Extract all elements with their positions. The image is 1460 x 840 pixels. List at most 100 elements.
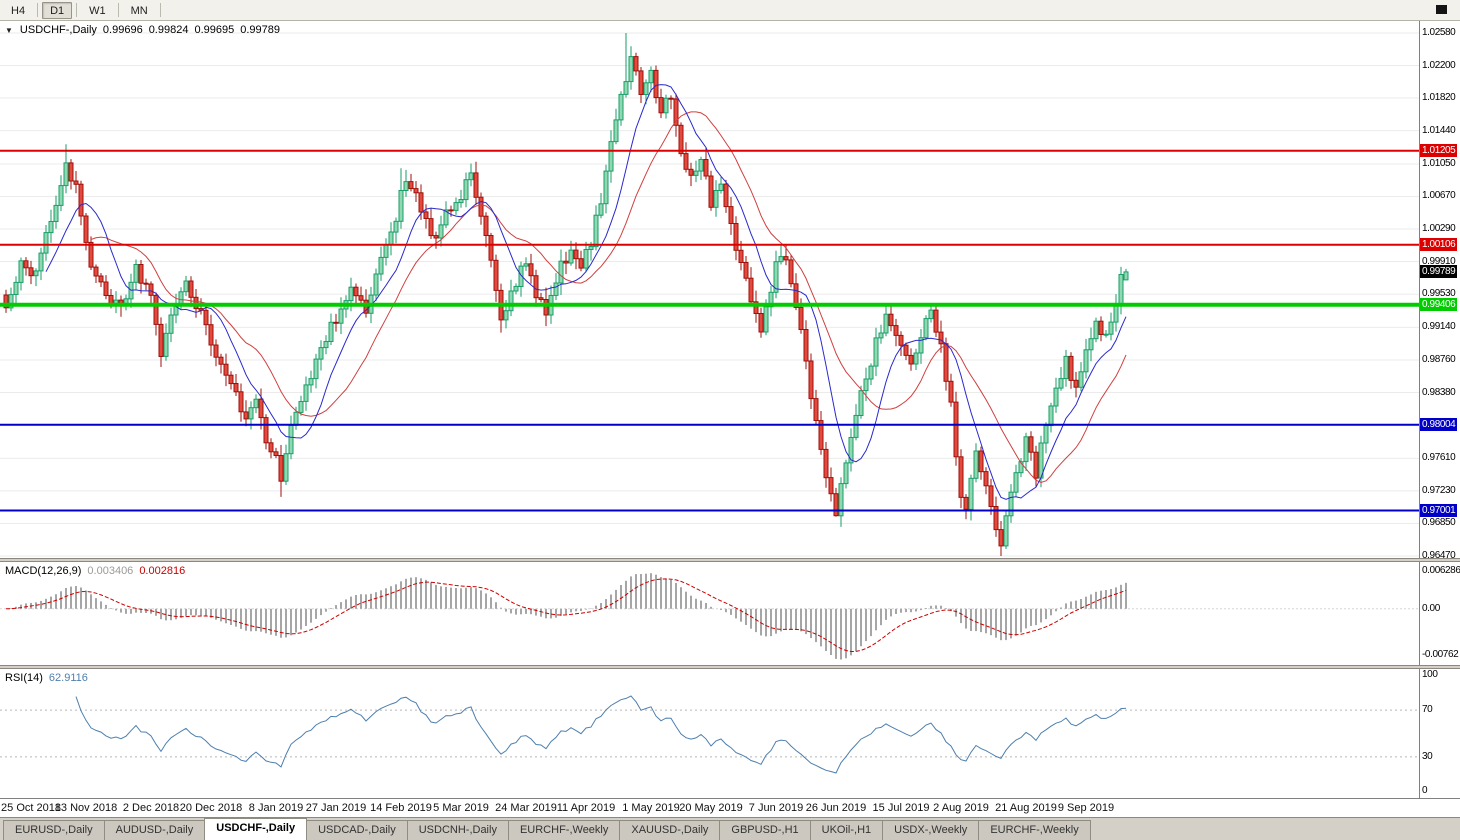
chart-tabs-bar: EURUSD-,Daily AUDUSD-,Daily USDCHF-,Daily U… xyxy=(0,817,1460,840)
toolbar-separator xyxy=(76,3,78,17)
date-label: 24 Mar 2019 xyxy=(495,802,557,814)
chart-tab-7[interactable]: GBPUSD-,H1 xyxy=(719,820,811,840)
period-toolbar: H4 D1 W1 MN xyxy=(0,0,1460,21)
level-price-tag: 0.97001 xyxy=(1420,504,1458,517)
rsi-header: RSI(14) 62.9116 xyxy=(5,672,88,684)
macd-main-value: 0.003406 xyxy=(87,565,134,577)
toolbar-separator xyxy=(117,3,119,17)
ma-fast-line xyxy=(45,84,1127,500)
macd-axis[interactable]: 0.006286 0.00 -0.00762 xyxy=(1419,562,1460,665)
current-price-tag: 0.99789 xyxy=(1420,265,1458,278)
macd-label: MACD(12,26,9) xyxy=(5,565,82,577)
timeframe-button-d1[interactable]: D1 xyxy=(42,1,73,19)
price-tick: 0.96470 xyxy=(1422,550,1456,561)
chart-tab-5[interactable]: EURCHF-,Weekly xyxy=(507,820,621,840)
price-tick: 0.97230 xyxy=(1422,485,1456,496)
ohlc-high: 0.99824 xyxy=(148,24,189,36)
price-chart-plot[interactable] xyxy=(0,21,1419,558)
ohlc-open: 0.99696 xyxy=(102,24,143,36)
rsi-value: 62.9116 xyxy=(48,672,88,684)
window-control-marker xyxy=(1436,5,1447,14)
chart-tab-2[interactable]: USDCHF-,Daily xyxy=(204,818,308,840)
date-label: 13 Nov 2018 xyxy=(54,802,118,814)
timeframe-button-h4[interactable]: H4 xyxy=(11,4,26,17)
date-label: 5 Mar 2019 xyxy=(433,802,489,814)
chart-tab-4[interactable]: USDCNH-,Daily xyxy=(406,820,509,840)
macd-plot[interactable] xyxy=(0,562,1419,665)
chart-tab-1[interactable]: AUDUSD-,Daily xyxy=(103,820,206,840)
rsi-plot[interactable] xyxy=(0,669,1419,798)
macd-signal-value: 0.002816 xyxy=(139,565,186,577)
macd-tick: -0.00762 xyxy=(1422,649,1459,660)
date-label: 11 Apr 2019 xyxy=(556,802,616,814)
date-label: 7 Jun 2019 xyxy=(748,802,804,814)
panel-separator[interactable] xyxy=(0,665,1460,669)
ma-slow-line xyxy=(90,111,1127,484)
ohlc-low: 0.99695 xyxy=(194,24,235,36)
chart-tab-6[interactable]: XAUUSD-,Daily xyxy=(619,820,721,840)
chart-symbol-label: USDCHF-,Daily xyxy=(19,24,97,36)
price-tick: 0.97610 xyxy=(1422,452,1456,463)
symbol-dropdown-icon[interactable]: ▼ xyxy=(5,25,13,35)
price-tick: 1.00290 xyxy=(1422,223,1456,234)
time-axis[interactable]: 25 Oct 2018 13 Nov 2018 2 Dec 2018 20 Dec 2… xyxy=(0,798,1460,817)
macd-tick: 0.00 xyxy=(1422,603,1440,614)
date-label: 20 Dec 2018 xyxy=(179,802,243,814)
macd-signal-line xyxy=(5,578,1127,653)
chart-tab-8[interactable]: UKOil-,H1 xyxy=(809,820,884,840)
price-tick: 1.01050 xyxy=(1422,158,1456,169)
chart-window: 1.02580 1.02200 1.01820 1.01440 1.01050 1.006… xyxy=(0,21,1460,817)
price-tick: 0.98760 xyxy=(1422,354,1456,365)
price-tick: 0.96850 xyxy=(1422,517,1456,528)
rsi-tick: 100 xyxy=(1422,669,1438,680)
timeframe-button-w1[interactable]: W1 xyxy=(89,4,106,17)
rsi-tick: 30 xyxy=(1422,751,1433,762)
level-price-tag: 1.01205 xyxy=(1420,144,1458,157)
date-label: 1 May 2019 xyxy=(622,802,680,814)
rsi-axis[interactable]: 100 70 30 0 xyxy=(1419,669,1460,798)
timeframe-button-mn[interactable]: MN xyxy=(130,4,148,17)
toolbar-separator xyxy=(37,3,39,17)
date-label: 27 Jan 2019 xyxy=(305,802,367,814)
price-tick: 0.99530 xyxy=(1422,288,1456,299)
rsi-label: RSI(14) xyxy=(5,672,43,684)
price-tick: 1.02580 xyxy=(1422,27,1456,38)
level-price-tag: 0.99406 xyxy=(1420,298,1458,311)
date-label: 25 Oct 2018 xyxy=(1,802,61,814)
macd-panel: 0.006286 0.00 -0.00762 MACD(12,26,9) 0.003… xyxy=(0,562,1460,665)
level-price-tag: 1.00106 xyxy=(1420,238,1458,251)
grid-lines xyxy=(0,32,1419,557)
date-label: 2 Dec 2018 xyxy=(122,802,180,814)
macd-tick: 0.006286 xyxy=(1422,565,1460,576)
chart-tab-0[interactable]: EURUSD-,Daily xyxy=(3,820,105,840)
date-label: 8 Jan 2019 xyxy=(248,802,304,814)
toolbar-separator xyxy=(159,3,161,17)
ohlc-close: 0.99789 xyxy=(240,24,280,36)
date-label: 20 May 2019 xyxy=(679,802,743,814)
price-tick: 0.99910 xyxy=(1422,256,1456,267)
panel-separator[interactable] xyxy=(0,558,1460,562)
price-tick: 0.98380 xyxy=(1422,387,1456,398)
chart-tab-10[interactable]: EURCHF-,Weekly xyxy=(978,820,1091,840)
chart-tab-3[interactable]: USDCAD-,Daily xyxy=(306,820,408,840)
rsi-line xyxy=(75,695,1127,774)
rsi-tick: 70 xyxy=(1422,704,1433,715)
chart-tab-9[interactable]: USDX-,Weekly xyxy=(882,820,980,840)
price-axis[interactable]: 1.02580 1.02200 1.01820 1.01440 1.01050 1.006… xyxy=(1419,21,1460,561)
date-label: 26 Jun 2019 xyxy=(805,802,867,814)
macd-header: MACD(12,26,9) 0.003406 0.002816 xyxy=(5,565,185,577)
date-label: 9 Sep 2019 xyxy=(1057,802,1115,814)
price-tick: 1.01440 xyxy=(1422,125,1456,136)
price-tick: 1.01820 xyxy=(1422,92,1456,103)
date-label: 2 Aug 2019 xyxy=(933,802,989,814)
rsi-panel: 100 70 30 0 RSI(14) 62.9116 xyxy=(0,669,1460,798)
rsi-tick: 0 xyxy=(1422,785,1428,796)
price-tick: 1.00670 xyxy=(1422,190,1456,201)
date-label: 15 Jul 2019 xyxy=(872,802,930,814)
price-tick: 0.99140 xyxy=(1422,321,1456,332)
chart-header: ▼ USDCHF-,Daily 0.99696 0.99824 0.99695 … xyxy=(5,24,280,36)
date-label: 14 Feb 2019 xyxy=(370,802,432,814)
timeframe-buttons: H4 D1 W1 MN xyxy=(3,1,165,19)
main-chart-panel: 1.02580 1.02200 1.01820 1.01440 1.01050 1.006… xyxy=(0,21,1460,561)
level-price-tag: 0.98004 xyxy=(1420,418,1458,431)
